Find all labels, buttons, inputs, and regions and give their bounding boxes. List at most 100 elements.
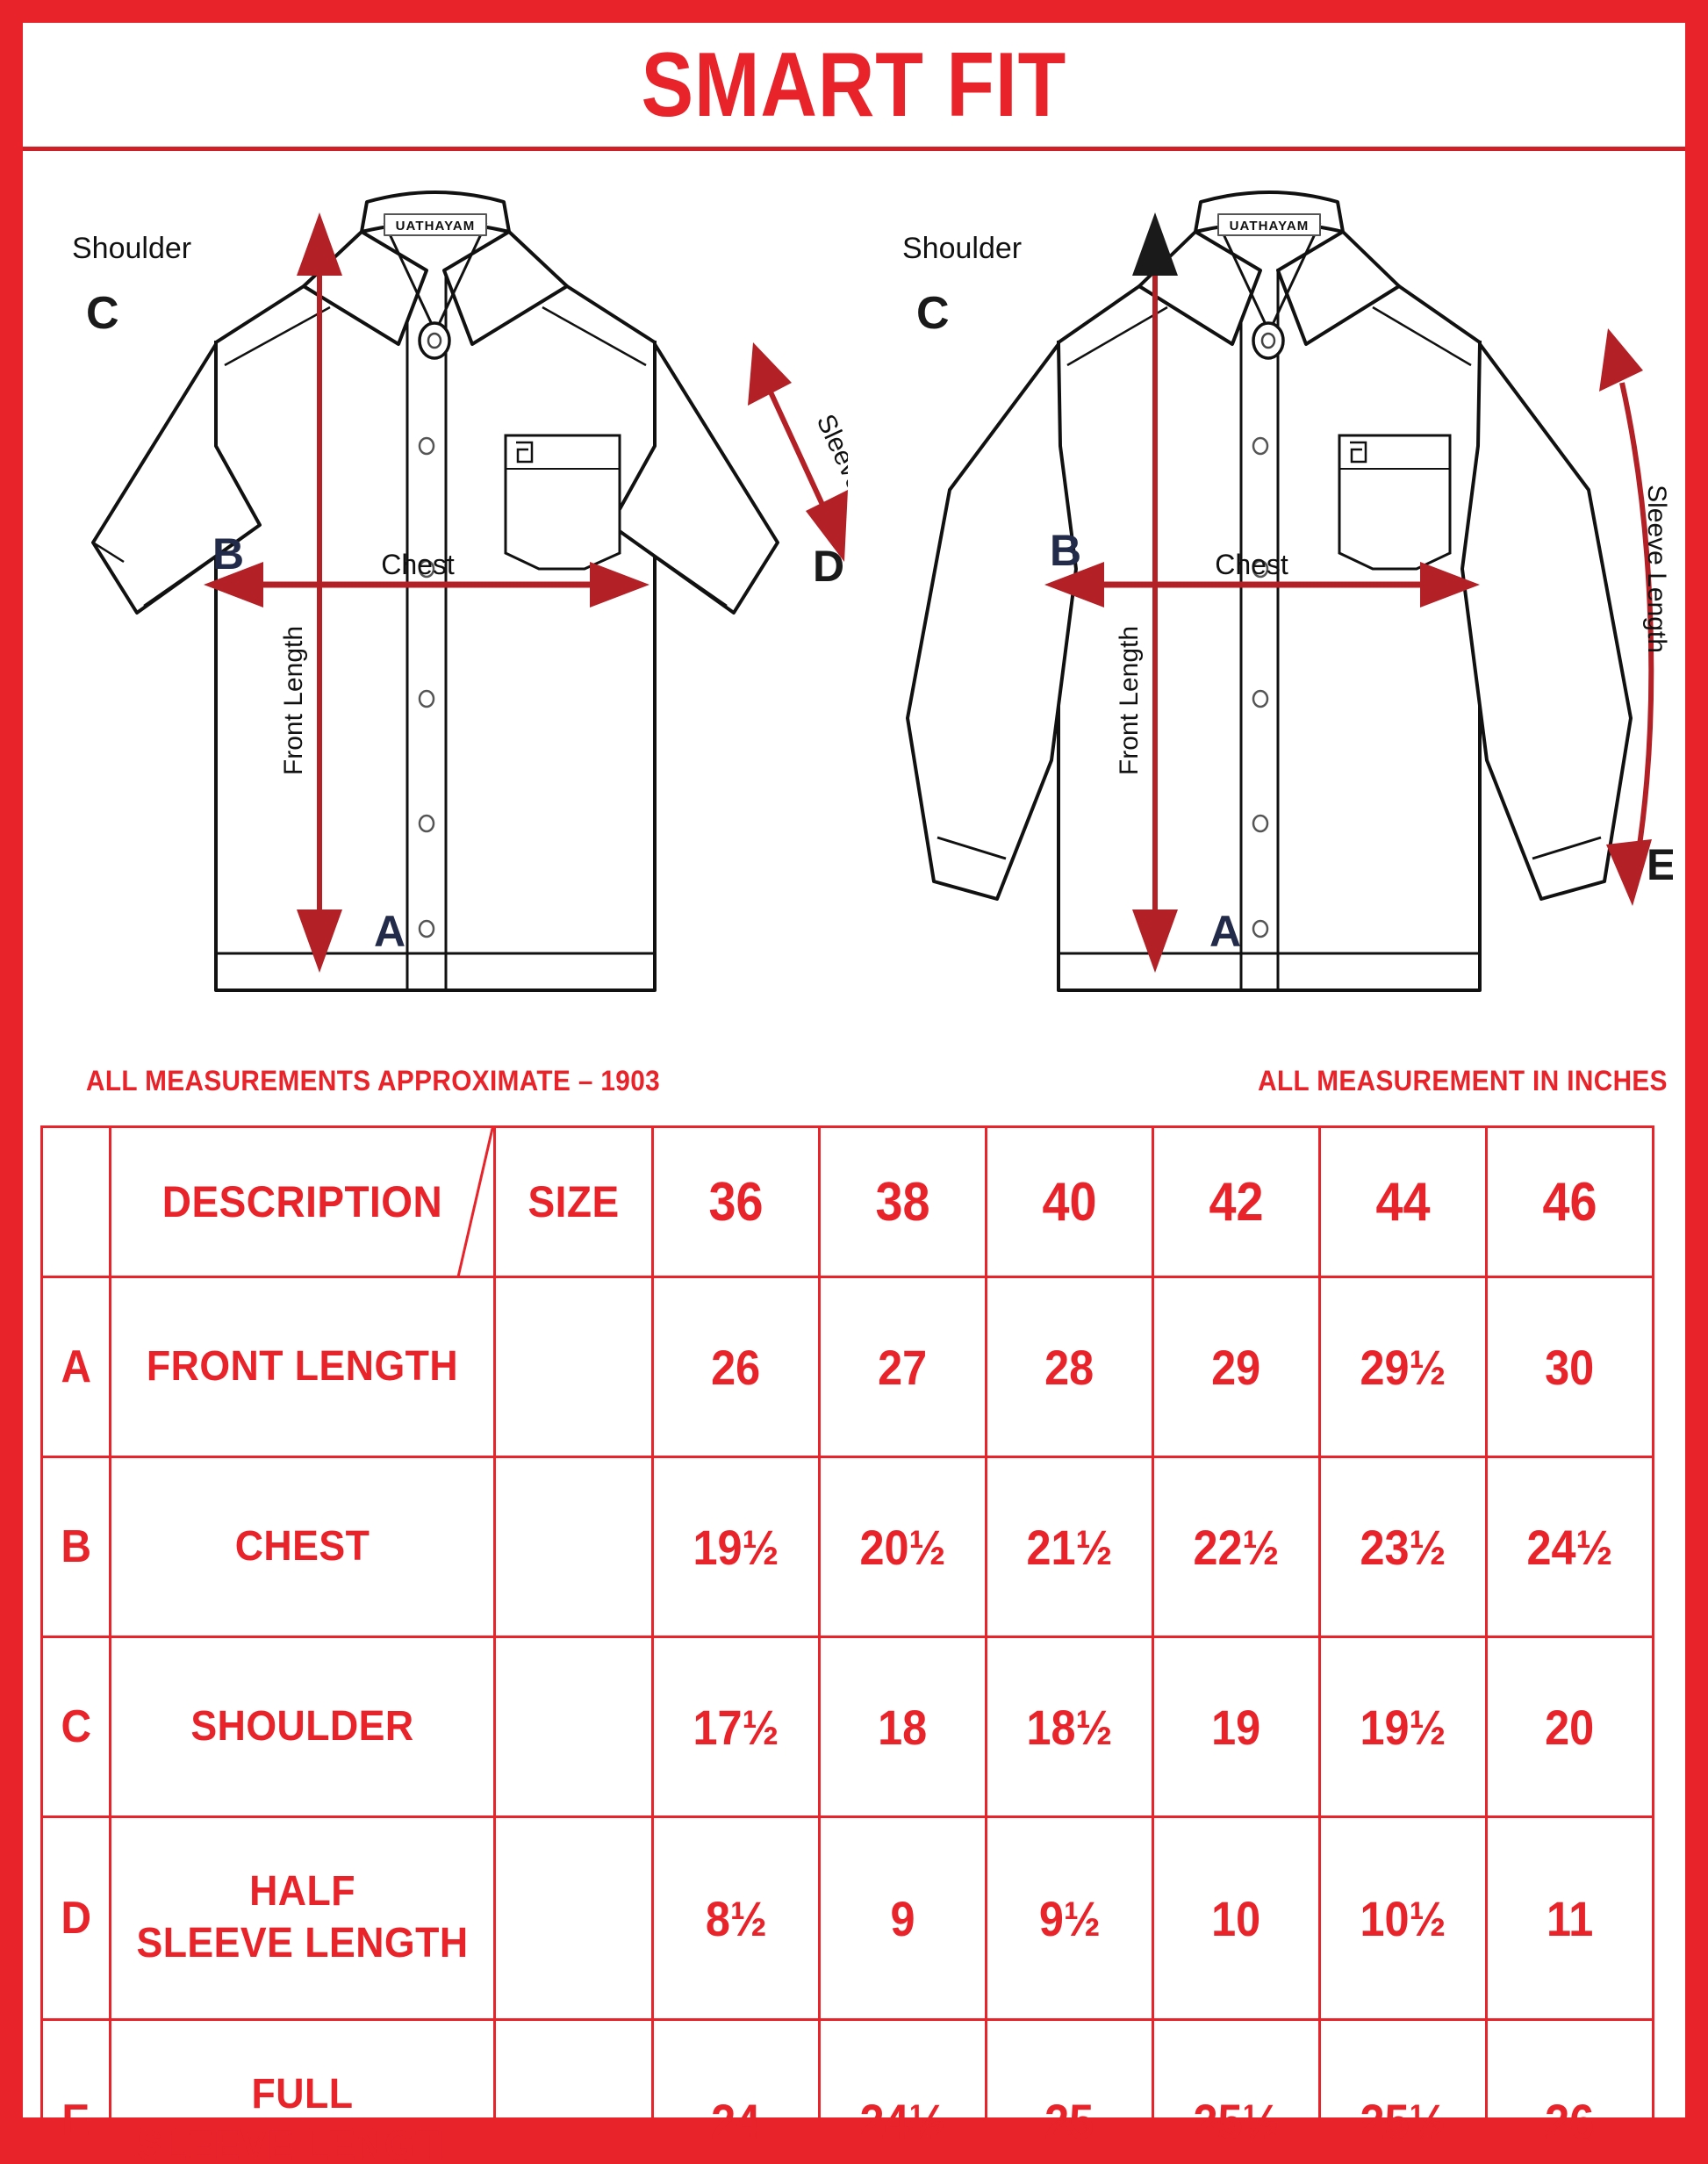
cell-d-46: 11	[1485, 1815, 1654, 2021]
cell-a-42: 29	[1152, 1276, 1321, 1458]
row-letter-e: E	[40, 2018, 111, 2164]
header-blank-cell	[40, 1125, 111, 1278]
sleeve-length-arrow	[1599, 328, 1654, 906]
cell-a-38: 27	[818, 1276, 987, 1458]
table-row: B CHEST 19½ 20½ 21½ 22½ 23½ 24½	[40, 1456, 1654, 1638]
size-table-wrap: DESCRIPTION SIZE 36 38 40 42 44 46 A	[40, 1125, 1654, 2164]
header-size-36: 36	[651, 1125, 821, 1278]
row-description-d: HALF SLEEVE LENGTH	[109, 1815, 496, 2021]
table-row: C SHOULDER 17½ 18 18½ 19 19½ 20	[40, 1636, 1654, 1818]
row-letter-b: B	[40, 1456, 111, 1638]
size-42-label: 42	[1209, 1171, 1264, 1233]
cell-d-40: 9½	[985, 1815, 1154, 2021]
front-length-arrow	[1132, 212, 1178, 973]
chest-arrow	[1044, 562, 1480, 608]
row-size-spacer-c	[493, 1636, 654, 1818]
placket-buttons	[1252, 436, 1269, 938]
collar-button	[1252, 321, 1285, 360]
marker-b: B	[212, 529, 244, 579]
row-description-b: CHEST	[109, 1456, 496, 1638]
full-sleeve-shirt-svg: UATHAYAM	[902, 191, 1673, 992]
marker-c: C	[916, 288, 950, 339]
front-length-arrow	[297, 212, 342, 973]
marker-a: A	[1209, 907, 1241, 956]
row-letter-c: C	[40, 1636, 111, 1818]
row-size-spacer-d	[493, 1815, 654, 2021]
header-size-40: 40	[985, 1125, 1154, 1278]
notes-row: ALL MEASUREMENTS APPROXIMATE – 1903 ALL …	[23, 1065, 1685, 1119]
cell-c-40: 18½	[985, 1636, 1154, 1818]
cell-e-40: 25	[985, 2018, 1154, 2164]
table-header-row: DESCRIPTION SIZE 36 38 40 42 44 46	[40, 1125, 1654, 1278]
header-description-label: DESCRIPTION	[161, 1177, 443, 1226]
row-description-a: FRONT LENGTH	[109, 1276, 496, 1458]
header-size-44: 44	[1318, 1125, 1488, 1278]
size-46-label: 46	[1542, 1171, 1597, 1233]
chest-label: Chest	[1215, 549, 1288, 580]
cell-c-42: 19	[1152, 1636, 1321, 1818]
front-length-label: Front Length	[279, 626, 308, 775]
sleeve-length-arrow	[748, 342, 848, 562]
cell-a-44: 29½	[1318, 1276, 1488, 1458]
full-sleeve-diagram: UATHAYAM	[865, 156, 1673, 1065]
shoulder-label: Shoulder	[72, 232, 191, 265]
size-40-label: 40	[1042, 1171, 1097, 1233]
cell-a-46: 30	[1485, 1276, 1654, 1458]
note-inches: ALL MEASUREMENT IN INCHES	[1258, 1065, 1668, 1096]
table-row: E FULL SLEEVE LENGTH 24 24½ 25 25½ 25½ 2…	[40, 2018, 1654, 2164]
brand-label: UATHAYAM	[396, 219, 476, 234]
cell-c-36: 17½	[651, 1636, 821, 1818]
note-approximate: ALL MEASUREMENTS APPROXIMATE – 1903	[86, 1065, 661, 1096]
size-36-label: 36	[708, 1171, 764, 1233]
header-size-46: 46	[1485, 1125, 1654, 1278]
sleeve-length-label: Sleeve Length	[1642, 485, 1671, 653]
half-sleeve-diagram: UATHAYAM	[40, 156, 848, 1065]
chest-pocket	[504, 434, 621, 571]
chest-pocket	[1338, 434, 1452, 571]
row-letter-d: D	[40, 1815, 111, 2021]
cell-b-46: 24½	[1485, 1456, 1654, 1638]
row-size-spacer-e	[493, 2018, 654, 2164]
placket-buttons	[418, 436, 435, 938]
half-sleeve-shirt-svg: UATHAYAM	[72, 191, 848, 992]
header-size-label: SIZE	[527, 1177, 620, 1226]
cell-b-42: 22½	[1152, 1456, 1321, 1638]
cell-d-38: 9	[818, 1815, 987, 2021]
cell-c-44: 19½	[1318, 1636, 1488, 1818]
table-row: A FRONT LENGTH 26 27 28 29 29½ 30	[40, 1276, 1654, 1458]
chest-arrow	[204, 562, 649, 608]
marker-e: E	[1647, 840, 1673, 889]
row-size-spacer-a	[493, 1276, 654, 1458]
size-44-label: 44	[1375, 1171, 1431, 1233]
cell-d-42: 10	[1152, 1815, 1321, 2021]
cell-d-44: 10½	[1318, 1815, 1488, 2021]
title-banner: SMART FIT	[23, 23, 1685, 151]
cell-a-36: 26	[651, 1276, 821, 1458]
cell-e-46: 26	[1485, 2018, 1654, 2164]
header-description-cell: DESCRIPTION	[109, 1125, 496, 1278]
cell-e-44: 25½	[1318, 2018, 1488, 2164]
marker-c: C	[86, 288, 119, 339]
brand-label: UATHAYAM	[1230, 219, 1310, 234]
size-38-label: 38	[875, 1171, 930, 1233]
cell-b-36: 19½	[651, 1456, 821, 1638]
table-row: D HALF SLEEVE LENGTH 8½ 9 9½ 10 10½ 11	[40, 1815, 1654, 2021]
header-size-cell: SIZE	[493, 1125, 654, 1278]
front-length-label: Front Length	[1115, 626, 1144, 775]
cell-c-46: 20	[1485, 1636, 1654, 1818]
cell-b-44: 23½	[1318, 1456, 1488, 1638]
row-description-e: FULL SLEEVE LENGTH	[109, 2018, 496, 2164]
cell-a-40: 28	[985, 1276, 1154, 1458]
cell-e-38: 24½	[818, 2018, 987, 2164]
cell-e-42: 25½	[1152, 2018, 1321, 2164]
marker-d: D	[813, 542, 844, 591]
marker-b: B	[1050, 526, 1081, 575]
header-size-42: 42	[1152, 1125, 1321, 1278]
chest-label: Chest	[381, 549, 455, 580]
cell-b-40: 21½	[985, 1456, 1154, 1638]
page-title: SMART FIT	[641, 33, 1067, 136]
row-letter-a: A	[40, 1276, 111, 1458]
cell-d-36: 8½	[651, 1815, 821, 2021]
cell-c-38: 18	[818, 1636, 987, 1818]
